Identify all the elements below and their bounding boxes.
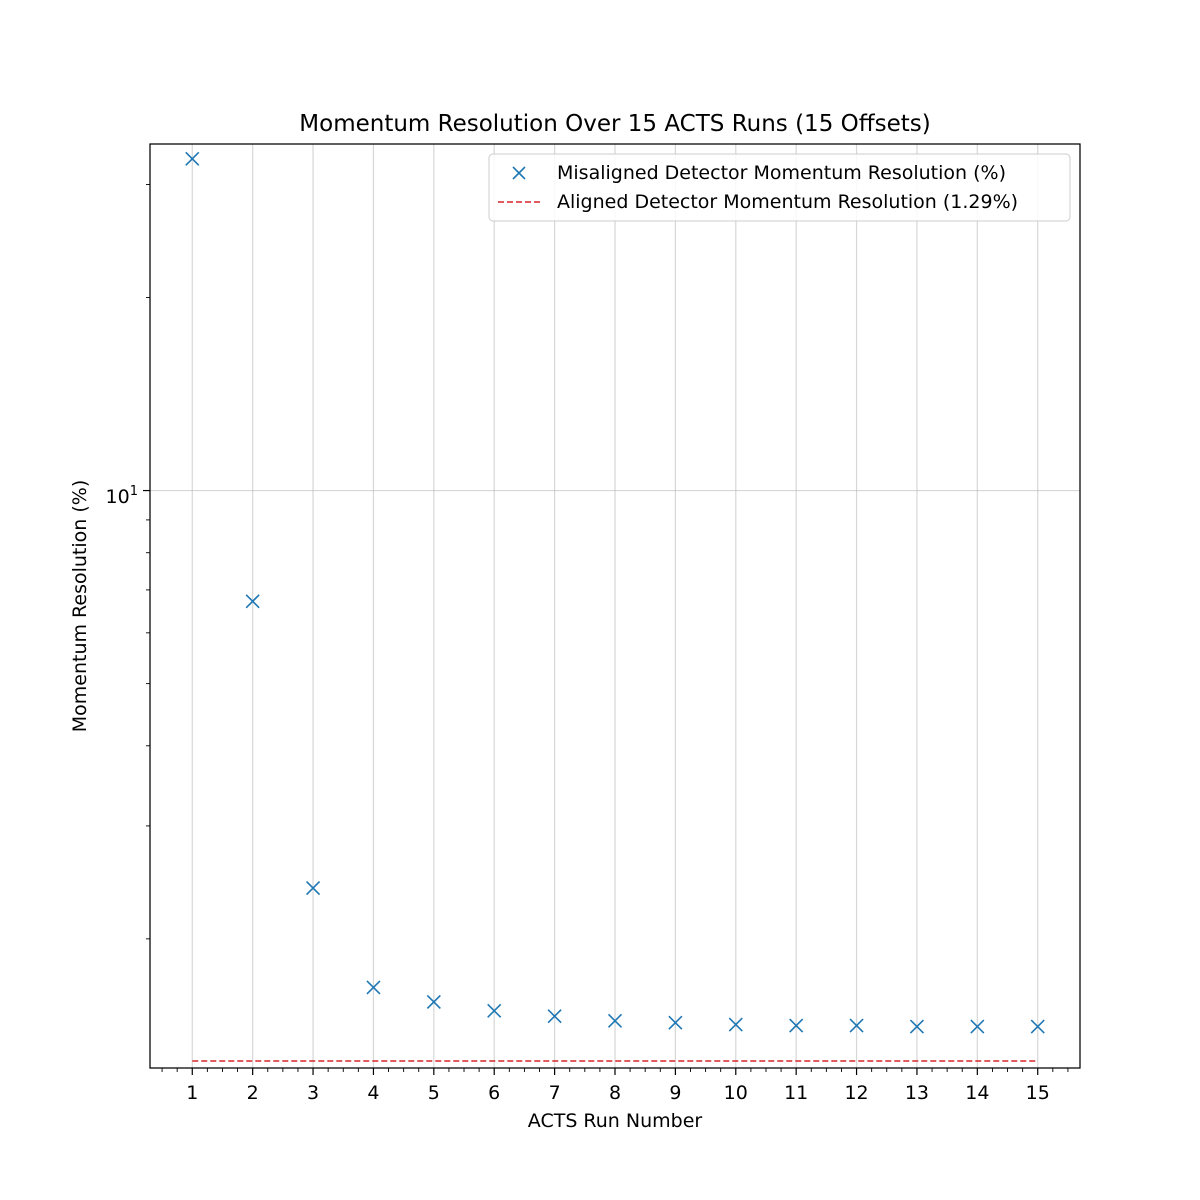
legend: Misaligned Detector Momentum Resolution … — [488, 153, 1071, 222]
y-tick-exponent: 1 — [130, 484, 138, 499]
legend-marker-misaligned — [512, 166, 526, 180]
data-point — [487, 1003, 502, 1018]
data-point — [668, 1015, 683, 1030]
chart-title: Momentum Resolution Over 15 ACTS Runs (1… — [299, 111, 930, 137]
grid — [150, 144, 1080, 1068]
data-point — [849, 1018, 864, 1033]
x-tick-label: 5 — [428, 1082, 440, 1104]
data-point — [185, 151, 200, 166]
data-point — [607, 1013, 623, 1028]
x-tick-label: 9 — [669, 1082, 681, 1104]
x-tick-label: 11 — [784, 1082, 808, 1104]
x-tick-label: 8 — [609, 1082, 621, 1104]
y-axis-label: Momentum Resolution (%) — [69, 480, 91, 733]
data-point — [909, 1019, 925, 1034]
data-point — [245, 594, 260, 609]
x-tick-label: 14 — [965, 1082, 989, 1104]
data-point — [426, 994, 441, 1009]
legend-label-aligned: Aligned Detector Momentum Resolution (1.… — [557, 191, 1018, 213]
series-points-group — [185, 151, 1045, 1034]
data-point — [728, 1017, 743, 1032]
x-tick-label: 15 — [1026, 1082, 1050, 1104]
x-tick-label: 6 — [488, 1082, 500, 1104]
data-point — [789, 1018, 804, 1033]
x-tick-label: 7 — [549, 1082, 561, 1104]
data-point — [547, 1009, 562, 1024]
major-ticks — [143, 489, 1039, 1075]
x-tick-labels: 1 2 3 4 5 6 7 8 9 10 11 12 13 14 15 — [186, 1082, 1050, 1104]
x-tick-label: 10 — [724, 1082, 748, 1104]
minor-ticks — [146, 184, 1069, 1072]
y-tick-base: 10 — [106, 486, 130, 508]
data-point — [970, 1019, 985, 1034]
y-tick-label-10: 101 — [106, 484, 138, 508]
legend-label-misaligned: Misaligned Detector Momentum Resolution … — [557, 162, 1006, 184]
legend-box — [488, 153, 1071, 222]
plot-frame — [149, 143, 1081, 1069]
x-tick-label: 3 — [307, 1082, 319, 1104]
data-point — [305, 881, 321, 896]
x-tick-label: 1 — [186, 1082, 198, 1104]
x-tick-label: 13 — [905, 1082, 929, 1104]
data-point — [1030, 1019, 1045, 1034]
x-tick-label: 2 — [247, 1082, 259, 1104]
x-tick-label: 12 — [844, 1082, 868, 1104]
data-point — [366, 980, 381, 995]
x-tick-label: 4 — [367, 1082, 379, 1104]
x-axis-label: ACTS Run Number — [528, 1110, 703, 1132]
